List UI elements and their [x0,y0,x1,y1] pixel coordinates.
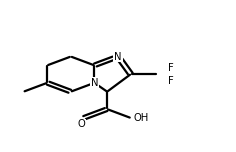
Text: OH: OH [133,113,148,123]
Text: O: O [77,119,85,130]
Text: F: F [168,76,173,86]
Text: N: N [91,78,98,88]
Text: F: F [168,63,173,73]
Text: N: N [114,52,122,62]
